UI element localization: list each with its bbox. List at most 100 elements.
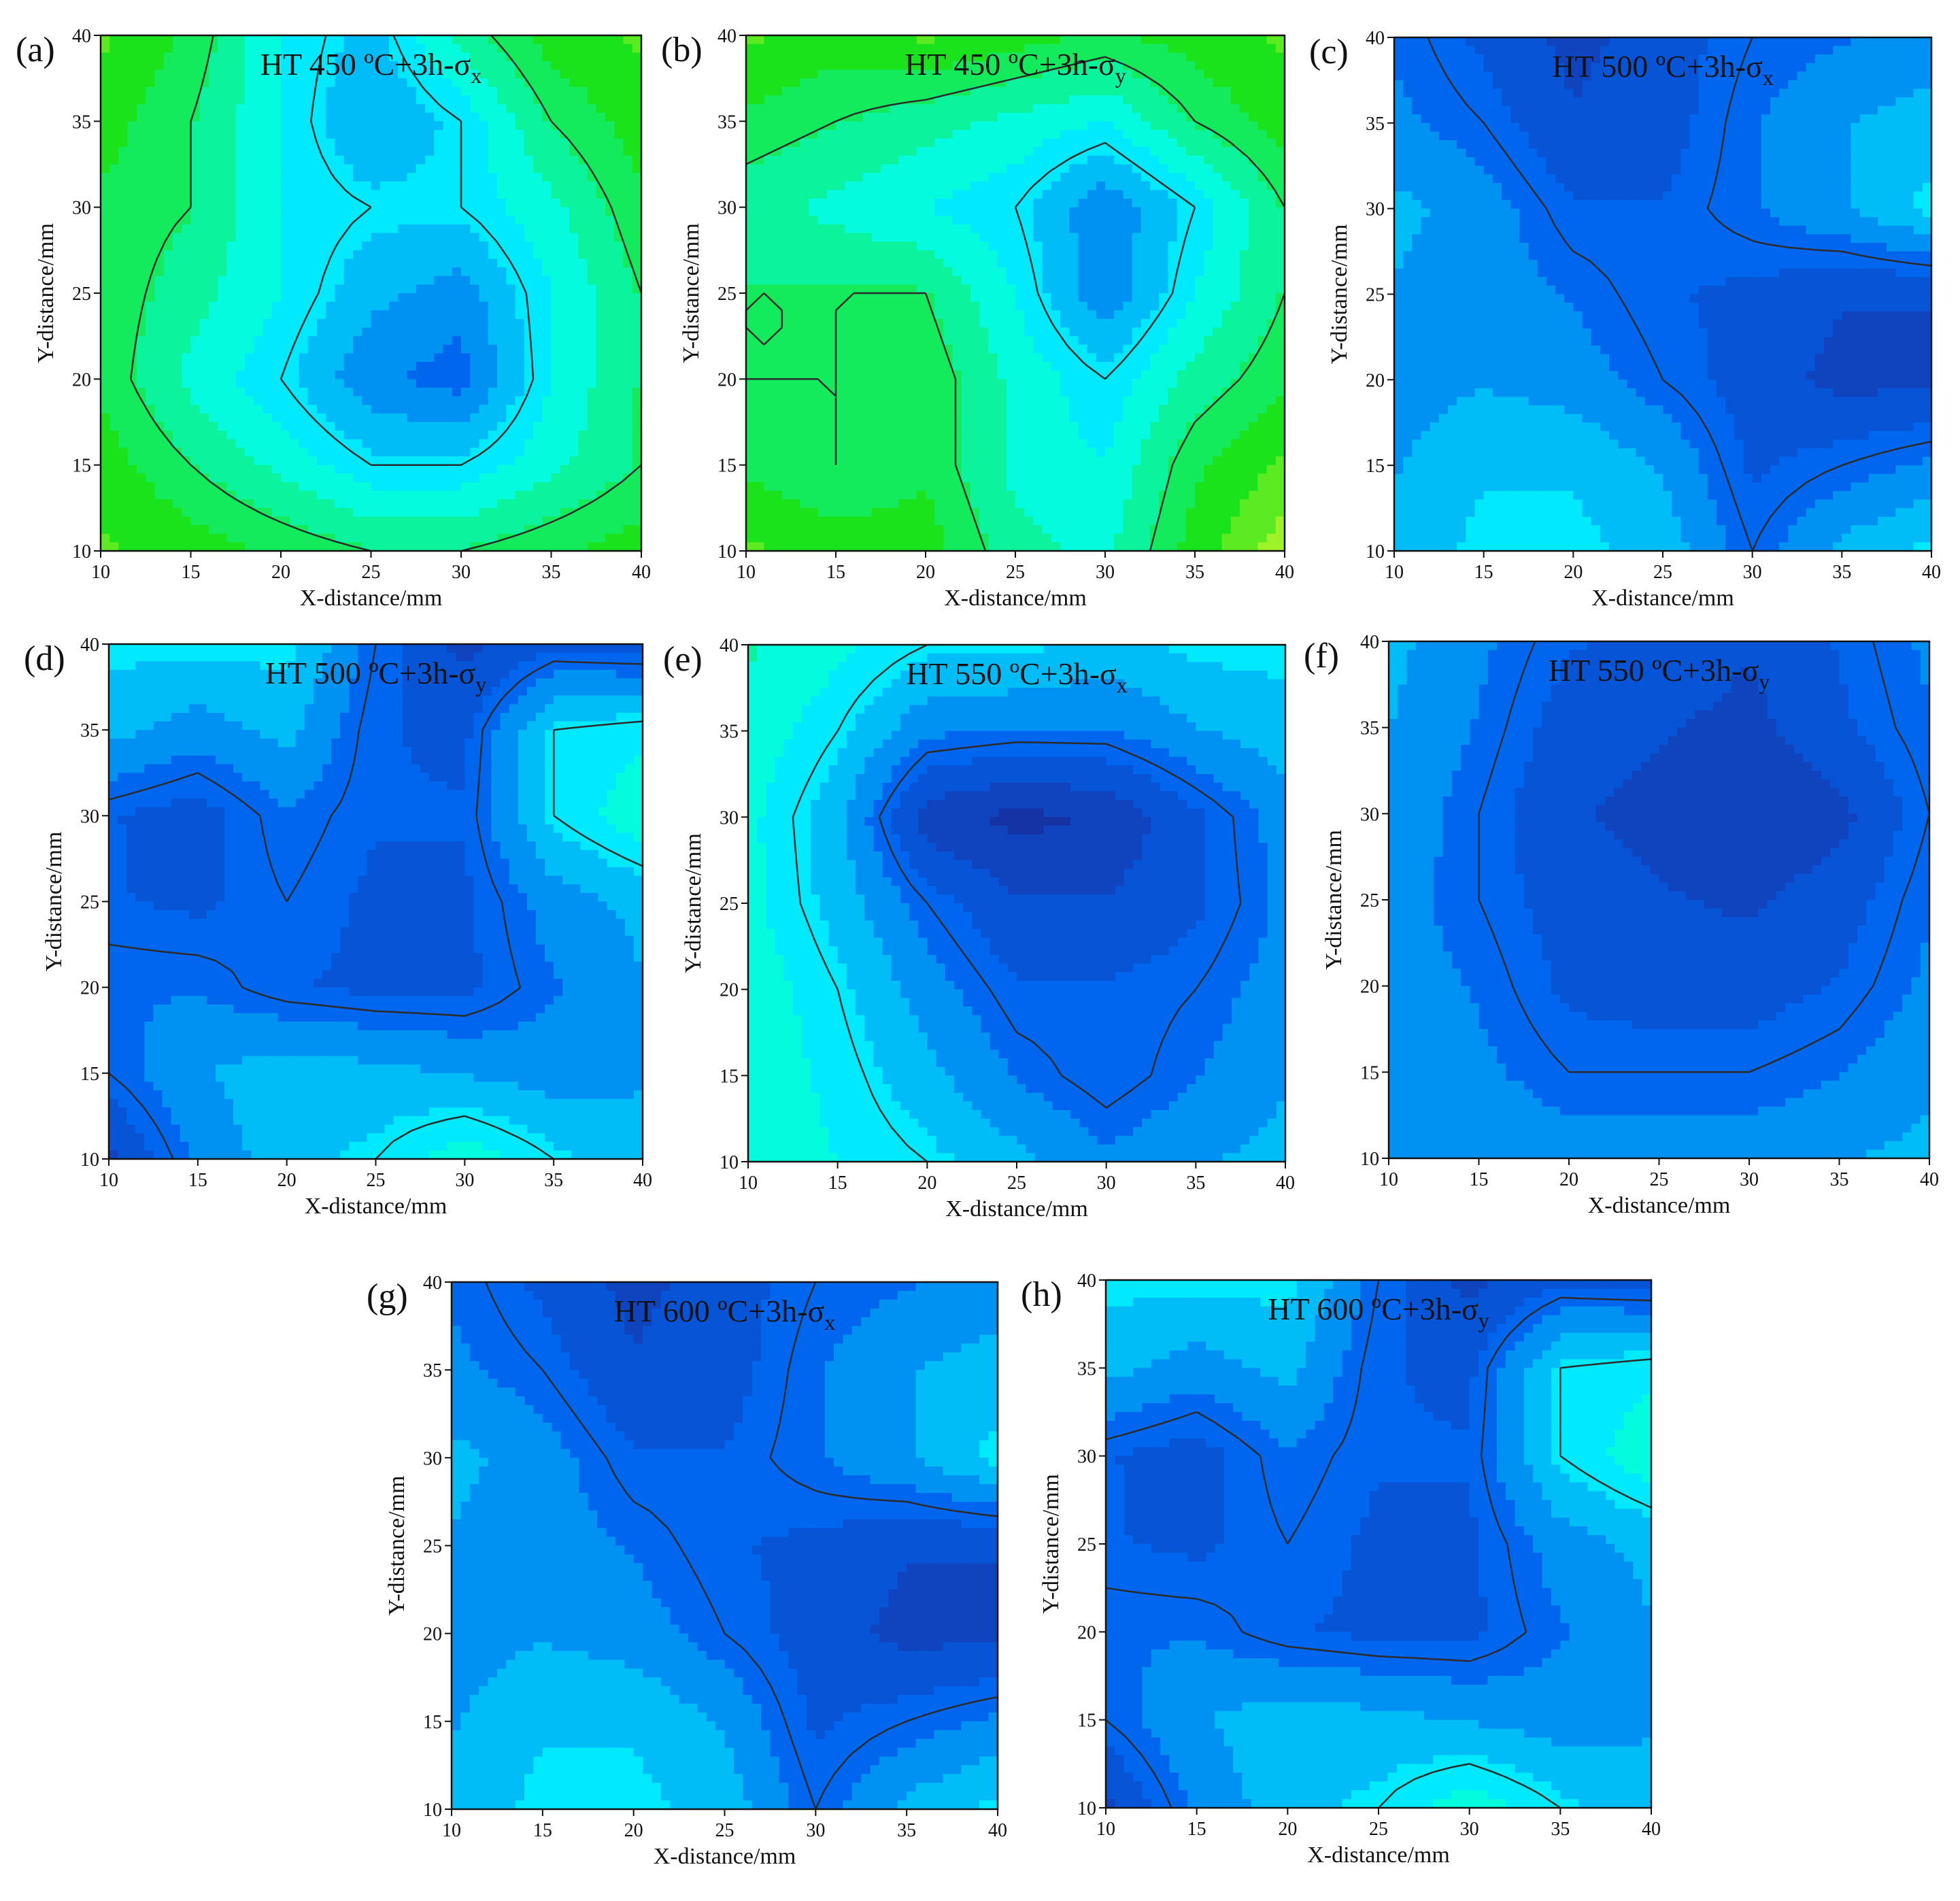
contour-cell: [934, 224, 944, 233]
contour-cell: [308, 173, 318, 182]
contour-cell: [926, 516, 935, 525]
contour-cell: [836, 130, 845, 139]
contour-cell: [452, 121, 462, 130]
contour-cell: [209, 130, 218, 139]
contour-cell: [272, 267, 282, 276]
contour-cell: [218, 379, 227, 388]
contour-cell: [218, 199, 227, 207]
contour-cell: [773, 508, 783, 517]
contour-cell: [588, 473, 597, 482]
contour-cell: [218, 508, 227, 517]
contour-cell: [782, 216, 792, 224]
contour-cell: [497, 293, 507, 302]
contour-cell: [614, 465, 624, 474]
contour-cell: [881, 61, 890, 70]
contour-cell: [461, 431, 471, 439]
contour-cell: [371, 199, 381, 207]
contour-cell: [488, 414, 498, 422]
contour-cell: [155, 353, 165, 362]
contour-cell: [191, 44, 201, 53]
contour-cell: [209, 121, 218, 130]
contour-cell: [542, 431, 552, 439]
contour-cell: [926, 534, 935, 543]
contour-cell: [443, 516, 453, 525]
contour-cell: [272, 473, 282, 482]
contour-cell: [791, 199, 800, 207]
contour-cell: [614, 182, 624, 190]
contour-cell: [578, 439, 588, 448]
contour-cell: [290, 182, 299, 190]
contour-cell: [173, 542, 182, 551]
contour-cell: [542, 371, 552, 380]
contour-cell: [898, 414, 908, 422]
contour-cell: [800, 104, 809, 113]
contour-cell: [845, 35, 854, 44]
contour-cell: [461, 113, 471, 122]
contour-cell: [461, 379, 471, 388]
contour-cell: [764, 508, 773, 517]
contour-cell: [560, 405, 570, 414]
contour-cell: [101, 207, 110, 216]
contour-cell: [818, 336, 828, 345]
contour-cell: [863, 95, 873, 104]
contour-cell: [506, 516, 516, 525]
contour-cell: [227, 52, 237, 61]
contour-cell: [755, 44, 764, 53]
contour-cell: [596, 276, 606, 285]
contour-cell: [854, 397, 863, 405]
contour-cell: [353, 371, 362, 380]
contour-cell: [542, 310, 552, 319]
contour-cell: [764, 482, 773, 491]
contour-cell: [569, 302, 579, 311]
contour-cell: [845, 525, 854, 534]
contour-cell: [335, 328, 345, 337]
contour-cell: [809, 542, 818, 551]
contour-cell: [773, 182, 783, 190]
contour-cell: [398, 250, 407, 259]
contour-cell: [560, 173, 570, 182]
contour-cell: [416, 276, 426, 285]
contour-cell: [371, 104, 381, 113]
contour-cell: [191, 310, 201, 319]
contour-cell: [164, 182, 173, 190]
contour-cell: [782, 319, 792, 328]
contour-cell: [596, 87, 606, 96]
contour-cell: [128, 525, 137, 534]
contour-cell: [434, 422, 443, 431]
contour-cell: [773, 95, 783, 104]
contour-cell: [588, 422, 597, 431]
contour-cell: [245, 70, 254, 79]
contour-cell: [236, 319, 246, 328]
contour-cell: [845, 173, 854, 182]
contour-cell: [560, 439, 570, 448]
contour-cell: [128, 439, 137, 448]
contour-cell: [497, 182, 507, 190]
contour-cell: [362, 113, 371, 122]
contour-cell: [863, 156, 873, 165]
contour-cell: [854, 414, 863, 422]
contour-cell: [389, 121, 399, 130]
contour-cell: [533, 422, 543, 431]
contour-cell: [164, 362, 173, 371]
contour-cell: [624, 95, 633, 104]
contour-cell: [497, 165, 507, 173]
contour-cell: [173, 267, 182, 276]
contour-cell: [836, 35, 845, 44]
contour-cell: [362, 336, 371, 345]
contour-cell: [371, 216, 381, 224]
contour-cell: [317, 397, 326, 405]
contour-cell: [898, 345, 908, 354]
contour-cell: [461, 388, 471, 397]
contour-cell: [596, 224, 606, 233]
contour-cell: [128, 267, 137, 276]
contour-cell: [506, 87, 516, 96]
contour-cell: [263, 182, 273, 190]
contour-cell: [362, 499, 371, 508]
contour-cell: [245, 224, 254, 233]
contour-cell: [245, 345, 254, 354]
contour-cell: [632, 78, 642, 87]
contour-cell: [809, 44, 818, 53]
contour-cell: [854, 233, 863, 242]
contour-cell: [443, 525, 453, 534]
contour-cell: [516, 310, 525, 319]
